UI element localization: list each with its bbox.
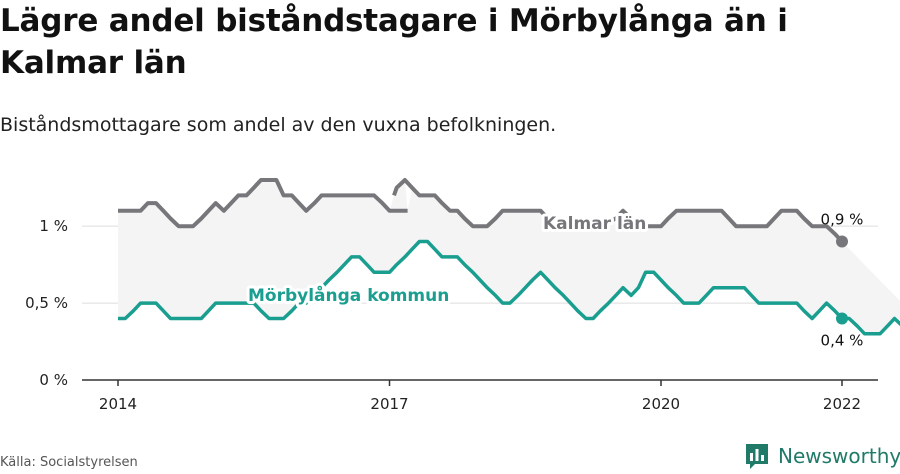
- x-tick-label: 2022: [823, 395, 861, 413]
- end-point-kalmar: [836, 235, 848, 248]
- chart-title: Lägre andel biståndstagare i Mörbylånga …: [0, 3, 788, 81]
- y-tick-label: 0,5 %: [25, 294, 68, 312]
- series-label-morbylanga: Mörbylånga kommun: [248, 284, 449, 306]
- x-tick-label: 2020: [642, 395, 680, 413]
- brand-logo[interactable]: Newsworthy: [744, 440, 900, 472]
- chart-subtitle: Biståndsmottagare som andel av den vuxna…: [0, 114, 557, 136]
- source-note: Källa: Socialstyrelsen: [0, 455, 138, 470]
- end-label-morbylanga: 0,4 %: [821, 331, 864, 349]
- y-tick-label: 1 %: [39, 217, 68, 235]
- end-label-kalmar: 0,9 %: [821, 211, 864, 229]
- y-tick-label: 0 %: [39, 371, 68, 389]
- range-band: [118, 180, 900, 334]
- series-line-kalmar: [118, 178, 844, 243]
- brand-name: Newsworthy: [778, 444, 900, 468]
- x-tick-label: 2014: [99, 395, 137, 413]
- series-line-morbylanga: [118, 239, 900, 336]
- newsworthy-logo-icon: [746, 444, 768, 469]
- x-tick-label: 2017: [370, 395, 408, 413]
- end-point-morbylanga: [836, 312, 848, 325]
- series-label-kalmar: Kalmar län: [543, 214, 646, 234]
